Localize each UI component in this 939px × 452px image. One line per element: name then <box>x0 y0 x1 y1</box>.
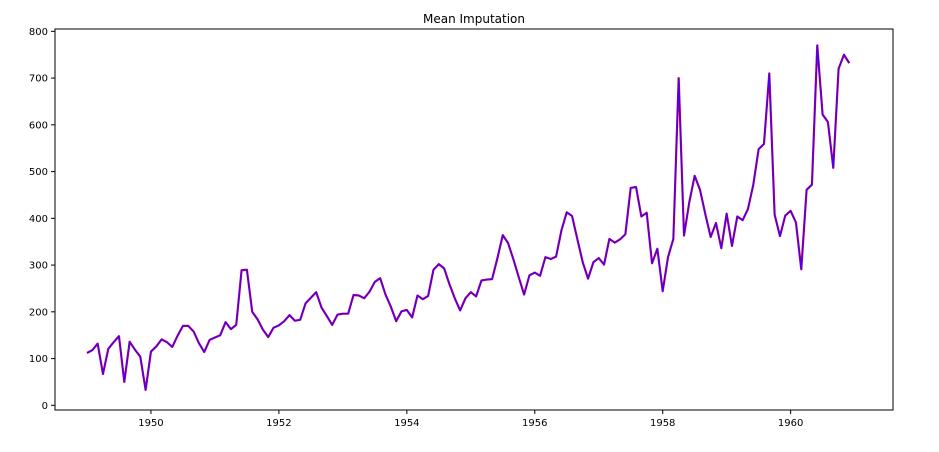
plot-frame <box>54 28 894 411</box>
y-tick-label: 800 <box>29 27 48 38</box>
y-tick-label: 700 <box>29 74 48 85</box>
y-tick-label: 0 <box>42 401 48 412</box>
x-tick-label: 1960 <box>778 418 803 429</box>
x-tick-label: 1950 <box>138 418 163 429</box>
axes-layer: 0 100 200 300 400 500 600 700 800 1950 1952 1954 195… <box>29 27 894 429</box>
series-line-imputed <box>86 44 850 391</box>
y-tick-label: 600 <box>29 120 48 131</box>
y-tick-label: 400 <box>29 214 48 225</box>
x-tick-label: 1954 <box>394 418 419 429</box>
x-tick-label: 1956 <box>522 418 547 429</box>
x-tick-label: 1952 <box>266 418 291 429</box>
y-tick-label: 200 <box>29 307 48 318</box>
series-layer <box>86 44 851 391</box>
chart-title: Mean Imputation <box>423 12 525 26</box>
series-line-original <box>86 44 851 391</box>
y-tick-label: 100 <box>29 354 48 365</box>
y-tick-label: 500 <box>29 167 48 178</box>
x-tick-label: 1958 <box>650 418 675 429</box>
y-tick-label: 300 <box>29 261 48 272</box>
